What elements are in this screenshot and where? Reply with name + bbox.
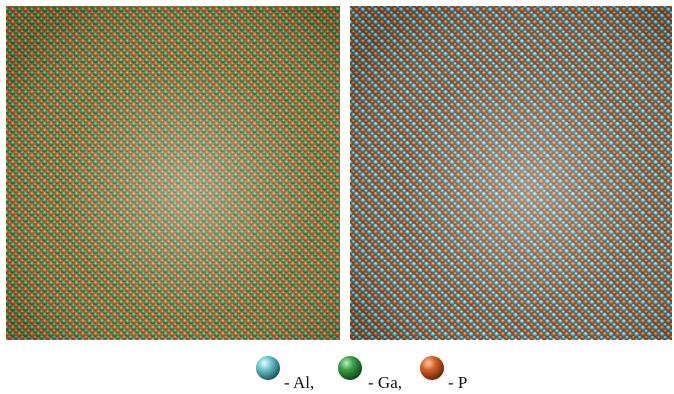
- ga-sphere: [338, 356, 362, 380]
- p-sphere: [420, 356, 444, 380]
- al-sphere: [256, 356, 280, 380]
- legend-label: - P: [448, 373, 467, 392]
- page: - Al, - Ga, - P (() => { const data = JS…: [0, 0, 674, 394]
- right-lattice: [350, 6, 672, 340]
- left-lattice: [6, 6, 340, 340]
- legend: - Al, - Ga, - P: [256, 356, 467, 392]
- legend-label: - Ga,: [368, 373, 402, 392]
- legend-label: - Al,: [284, 373, 314, 392]
- figure: - Al, - Ga, - P: [0, 0, 674, 394]
